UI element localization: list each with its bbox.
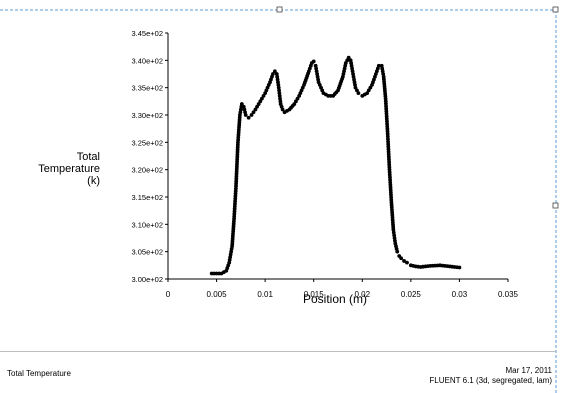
data-series <box>209 55 462 276</box>
x-tick-label: 0.005 <box>207 290 228 299</box>
data-point <box>272 69 277 74</box>
x-axis-label: Position (m) <box>303 292 367 306</box>
x-tick-label: 0.03 <box>452 290 468 299</box>
data-point <box>294 99 298 104</box>
data-point <box>457 265 462 270</box>
y-axis-ticks: 3.00e+02 3.05e+02 3.10e+02 3.15e+02 3.20e+02… <box>132 29 168 284</box>
y-tick-label: 3.00e+02 <box>132 275 164 284</box>
x-tick-label: 0.015 <box>304 290 325 299</box>
data-point <box>356 91 361 96</box>
y-tick-label: 3.05e+02 <box>132 248 164 257</box>
y-axis-label-line: Total <box>77 151 100 163</box>
x-tick-label: 0.01 <box>257 290 273 299</box>
data-point <box>346 55 351 60</box>
data-point <box>271 72 275 76</box>
data-point <box>261 93 266 98</box>
footer-divider <box>0 351 556 352</box>
x-tick-label: 0.025 <box>401 290 422 299</box>
x-tick-label: 0.035 <box>498 290 519 299</box>
y-axis-label-line: Temperature <box>38 163 100 175</box>
axes <box>167 33 508 280</box>
y-tick-label: 3.15e+02 <box>132 193 164 202</box>
data-point <box>292 102 297 106</box>
footer-plot-name: Total Temperature <box>7 369 71 378</box>
y-tick-label: 3.25e+02 <box>132 138 164 147</box>
data-point <box>249 113 254 117</box>
data-point <box>366 88 371 93</box>
y-tick-label: 3.45e+02 <box>132 29 164 38</box>
data-point <box>311 59 316 64</box>
data-point <box>399 256 404 261</box>
data-point <box>368 85 373 90</box>
resize-handle-top[interactable] <box>276 6 283 13</box>
data-point <box>246 115 251 120</box>
data-point <box>405 260 409 265</box>
data-point <box>365 91 370 96</box>
data-point <box>395 249 400 254</box>
y-axis-label-line: (k) <box>87 175 100 187</box>
data-point <box>295 96 300 101</box>
data-point <box>251 110 256 115</box>
x-tick-label: 0 <box>166 290 171 299</box>
footer-app-version: FLUENT 6.1 (3d, segregated, lam) <box>429 376 552 385</box>
y-tick-label: 3.30e+02 <box>132 111 164 120</box>
data-point <box>260 96 264 101</box>
data-point <box>243 113 248 117</box>
data-point <box>376 63 381 68</box>
resize-handle-right[interactable] <box>552 202 559 209</box>
data-point <box>255 104 259 109</box>
data-point <box>402 259 406 263</box>
y-tick-label: 3.20e+02 <box>132 166 164 175</box>
resize-handle-top-right[interactable] <box>552 6 559 13</box>
y-tick-label: 3.40e+02 <box>132 56 164 65</box>
data-point <box>280 107 285 112</box>
x-tick-label: 0.02 <box>354 290 370 299</box>
data-point <box>239 102 244 106</box>
footer-date: Mar 17, 2011 <box>505 366 552 375</box>
data-point <box>256 102 261 106</box>
y-tick-label: 3.35e+02 <box>132 84 164 93</box>
data-point <box>253 107 258 112</box>
footer-info: Mar 17, 2011 FLUENT 6.1 (3d, segregated,… <box>429 366 552 386</box>
data-point <box>258 99 263 104</box>
y-tick-label: 3.10e+02 <box>132 220 164 229</box>
x-axis-ticks: 0 0.005 0.01 0.015 0.02 0.025 0.03 0.035 <box>166 279 519 299</box>
